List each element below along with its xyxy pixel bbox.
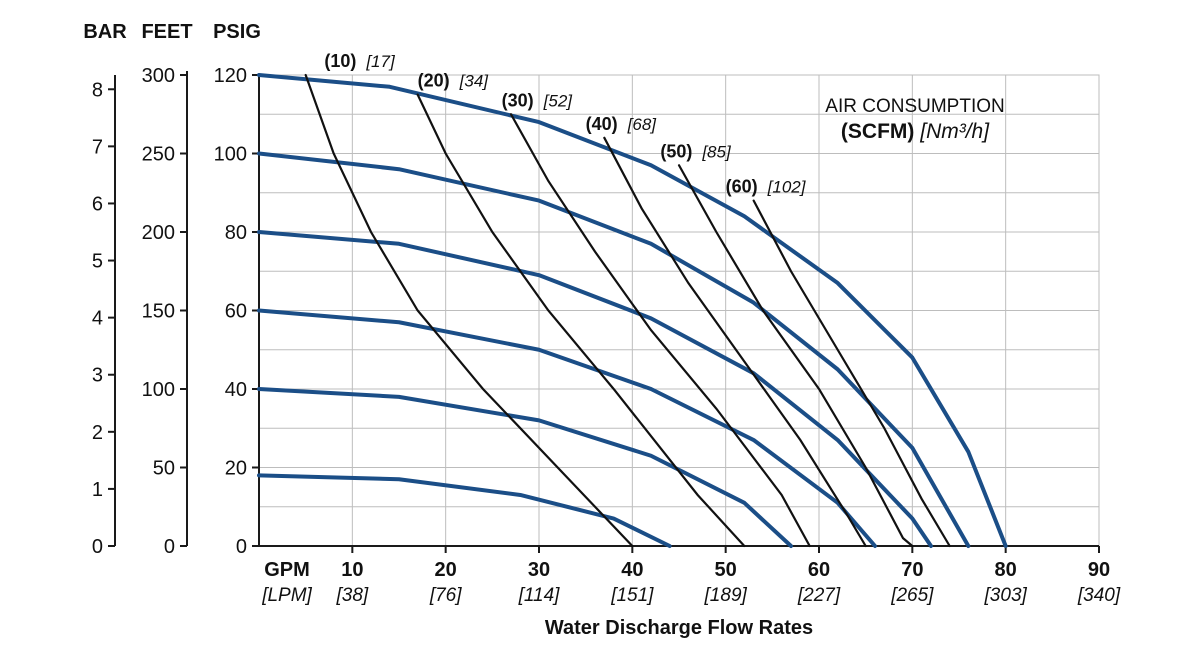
bar-tick: 6: [92, 193, 103, 215]
x-axis-title: Water Discharge Flow Rates: [545, 617, 813, 639]
bar-tick: 2: [92, 422, 103, 444]
air-curve-label-scfm: (60): [726, 177, 758, 197]
feet-tick: 150: [142, 301, 175, 323]
feet-tick: 50: [153, 458, 175, 480]
bar-tick: 3: [92, 365, 103, 387]
bar-tick: 1: [92, 479, 103, 501]
psig-tick: 0: [236, 536, 247, 558]
legend-line2: (SCFM) [Nm³/h]: [841, 120, 990, 143]
bar-tick: 4: [92, 308, 103, 330]
air-curve-label-nm3h: [34]: [459, 72, 490, 91]
air-curve-label-scfm: (30): [502, 90, 534, 110]
psig-tick: 120: [214, 65, 247, 87]
gpm-tick: 40: [621, 559, 643, 581]
axis-header: PSIG: [213, 21, 261, 43]
lpm-tick: [38]: [335, 585, 368, 606]
gpm-unit: GPM: [264, 559, 310, 581]
feet-tick: 0: [164, 536, 175, 558]
lpm-tick: [340]: [1077, 585, 1121, 606]
gpm-tick: 90: [1088, 559, 1110, 581]
legend-line1: AIR CONSUMPTION: [825, 96, 1004, 117]
lpm-tick: [114]: [518, 585, 561, 606]
air-curve-label-scfm: (20): [418, 71, 450, 91]
psig-tick: 40: [225, 379, 247, 401]
lpm-tick: [265]: [890, 585, 934, 606]
pump-performance-chart: 0 20 40 60 80 100 120 0 50 100 150 200 250 300 0 1 2 3 4 5 6…: [0, 0, 1200, 660]
gpm-tick: 30: [528, 559, 550, 581]
gpm-tick: 50: [715, 559, 737, 581]
gpm-tick: 20: [435, 559, 457, 581]
axis-header: FEET: [141, 21, 192, 43]
air-curve-label-nm3h: [17]: [365, 52, 396, 71]
psig-tick: 20: [225, 458, 247, 480]
feet-tick: 200: [142, 222, 175, 244]
bar-tick: 0: [92, 536, 103, 558]
gpm-tick: 60: [808, 559, 830, 581]
bar-tick: 8: [92, 79, 103, 101]
lpm-tick: [151]: [610, 585, 654, 606]
lpm-tick: [303]: [984, 585, 1028, 606]
bar-tick: 7: [92, 136, 103, 158]
feet-tick: 100: [142, 379, 175, 401]
lpm-unit: [LPM]: [261, 585, 312, 606]
air-curve-label-nm3h: [85]: [701, 142, 732, 161]
air-curve-label-scfm: (50): [660, 141, 692, 161]
air-curve-label-scfm: (40): [586, 114, 618, 134]
chart-svg: 0 20 40 60 80 100 120 0 50 100 150 200 250 300 0 1 2 3 4 5 6…: [0, 0, 1200, 660]
lpm-tick: [76]: [429, 585, 462, 606]
air-curve-label-scfm: (10): [324, 51, 356, 71]
lpm-tick: [227]: [797, 585, 841, 606]
feet-tick: 250: [142, 144, 175, 166]
gpm-tick: 10: [341, 559, 363, 581]
axis-header: BAR: [83, 21, 127, 43]
air-curve-label-nm3h: [52]: [543, 91, 574, 110]
gpm-tick: 70: [901, 559, 923, 581]
feet-tick: 300: [142, 65, 175, 87]
gpm-tick: 80: [995, 559, 1017, 581]
bar-tick: 5: [92, 251, 103, 273]
psig-tick: 100: [214, 144, 247, 166]
psig-tick: 60: [225, 301, 247, 323]
air-curve-label-nm3h: [102]: [767, 178, 807, 197]
psig-tick: 80: [225, 222, 247, 244]
air-curve-label-nm3h: [68]: [627, 115, 658, 134]
lpm-tick: [189]: [704, 585, 748, 606]
